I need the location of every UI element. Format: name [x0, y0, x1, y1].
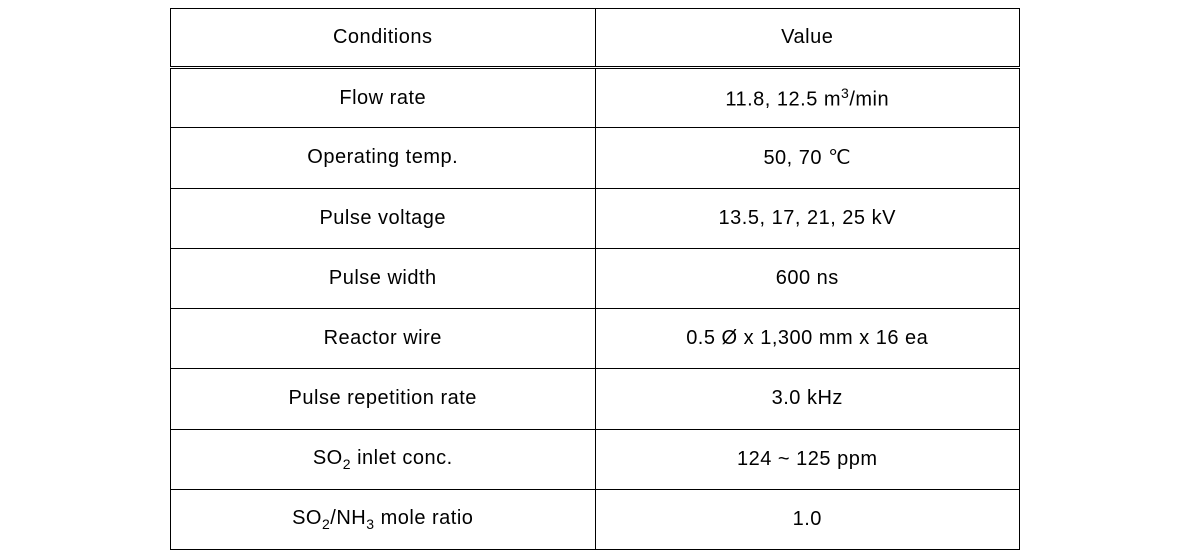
conditions-table: Conditions Value Flow rate11.8, 12.5 m3/…	[170, 8, 1020, 550]
cell-condition: Operating temp.	[171, 128, 596, 188]
table-row: Flow rate11.8, 12.5 m3/min	[171, 68, 1020, 128]
table-row: Operating temp.50, 70 ℃	[171, 128, 1020, 188]
table-body: Flow rate11.8, 12.5 m3/minOperating temp…	[171, 68, 1020, 550]
table-row: Reactor wire0.5 Ø x 1,300 mm x 16 ea	[171, 309, 1020, 369]
cell-condition: SO2 inlet conc.	[171, 429, 596, 489]
cell-condition: Pulse repetition rate	[171, 369, 596, 429]
cell-value: 11.8, 12.5 m3/min	[595, 68, 1020, 128]
table-row: Pulse width600 ns	[171, 248, 1020, 308]
table-row: Pulse voltage13.5, 17, 21, 25 kV	[171, 188, 1020, 248]
cell-value: 13.5, 17, 21, 25 kV	[595, 188, 1020, 248]
cell-value: 124 ~ 125 ppm	[595, 429, 1020, 489]
cell-condition: Pulse width	[171, 248, 596, 308]
cell-condition: Flow rate	[171, 68, 596, 128]
cell-value: 3.0 kHz	[595, 369, 1020, 429]
cell-value: 0.5 Ø x 1,300 mm x 16 ea	[595, 309, 1020, 369]
cell-condition: Pulse voltage	[171, 188, 596, 248]
table-header-row: Conditions Value	[171, 9, 1020, 68]
cell-value: 600 ns	[595, 248, 1020, 308]
cell-condition: Reactor wire	[171, 309, 596, 369]
header-value: Value	[595, 9, 1020, 68]
cell-value: 50, 70 ℃	[595, 128, 1020, 188]
cell-condition: SO2/NH3 mole ratio	[171, 489, 596, 549]
table-row: SO2 inlet conc.124 ~ 125 ppm	[171, 429, 1020, 489]
cell-value: 1.0	[595, 489, 1020, 549]
header-conditions: Conditions	[171, 9, 596, 68]
table-row: Pulse repetition rate3.0 kHz	[171, 369, 1020, 429]
table-row: SO2/NH3 mole ratio1.0	[171, 489, 1020, 549]
